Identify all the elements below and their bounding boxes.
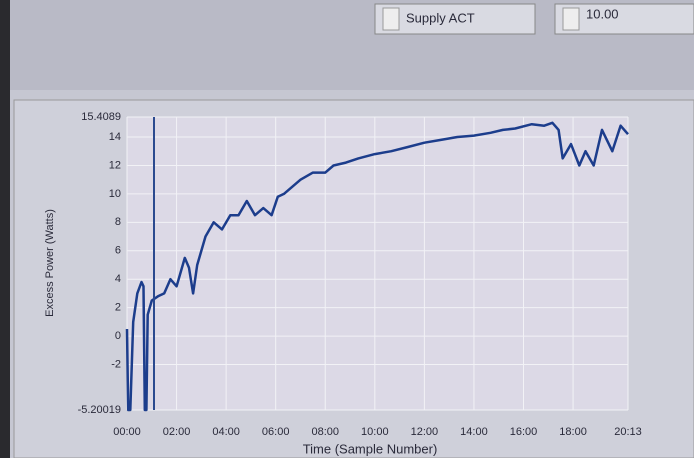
x-tick-label: 00:00 [113, 426, 141, 438]
y-tick-label: 12 [109, 159, 121, 171]
x-tick-label: 04:00 [212, 426, 240, 438]
x-axis-label: Time (Sample Number) [303, 441, 438, 456]
y-axis-label: Excess Power (Watts) [44, 209, 56, 317]
plot-area [127, 117, 628, 410]
x-tick-label: 02:00 [163, 426, 191, 438]
x-tick-label: 20:13 [614, 426, 642, 438]
x-tick-label: 10:00 [361, 426, 389, 438]
channel-value: Supply ACT [406, 10, 475, 25]
setting-value: 10.00 [586, 6, 619, 21]
x-tick-label: 12:00 [411, 426, 439, 438]
y-tick-label: -5.20019 [78, 404, 121, 416]
y-tick-label: 4 [115, 273, 121, 285]
page: {"controls": {"channel": "Supply ACT", "… [0, 0, 694, 458]
x-tick-label: 08:00 [311, 426, 339, 438]
y-tick-label: 14 [109, 131, 121, 143]
screen: Supply ACT 10.00 Excess Power (Watts) Ti… [0, 0, 694, 458]
y-tick-label: 10 [109, 188, 121, 200]
y-tick-label: -2 [111, 358, 121, 370]
y-tick-label: 0 [115, 330, 121, 342]
spinner[interactable] [383, 8, 399, 30]
x-tick-label: 16:00 [510, 426, 538, 438]
x-tick-label: 06:00 [262, 426, 290, 438]
y-tick-label: 6 [115, 245, 121, 257]
x-tick-label: 18:00 [559, 426, 587, 438]
y-tick-label: 2 [115, 302, 121, 314]
y-tick-label: 15.4089 [81, 111, 121, 123]
x-tick-label: 14:00 [460, 426, 488, 438]
y-tick-label: 8 [115, 216, 121, 228]
spinner[interactable] [563, 8, 579, 30]
